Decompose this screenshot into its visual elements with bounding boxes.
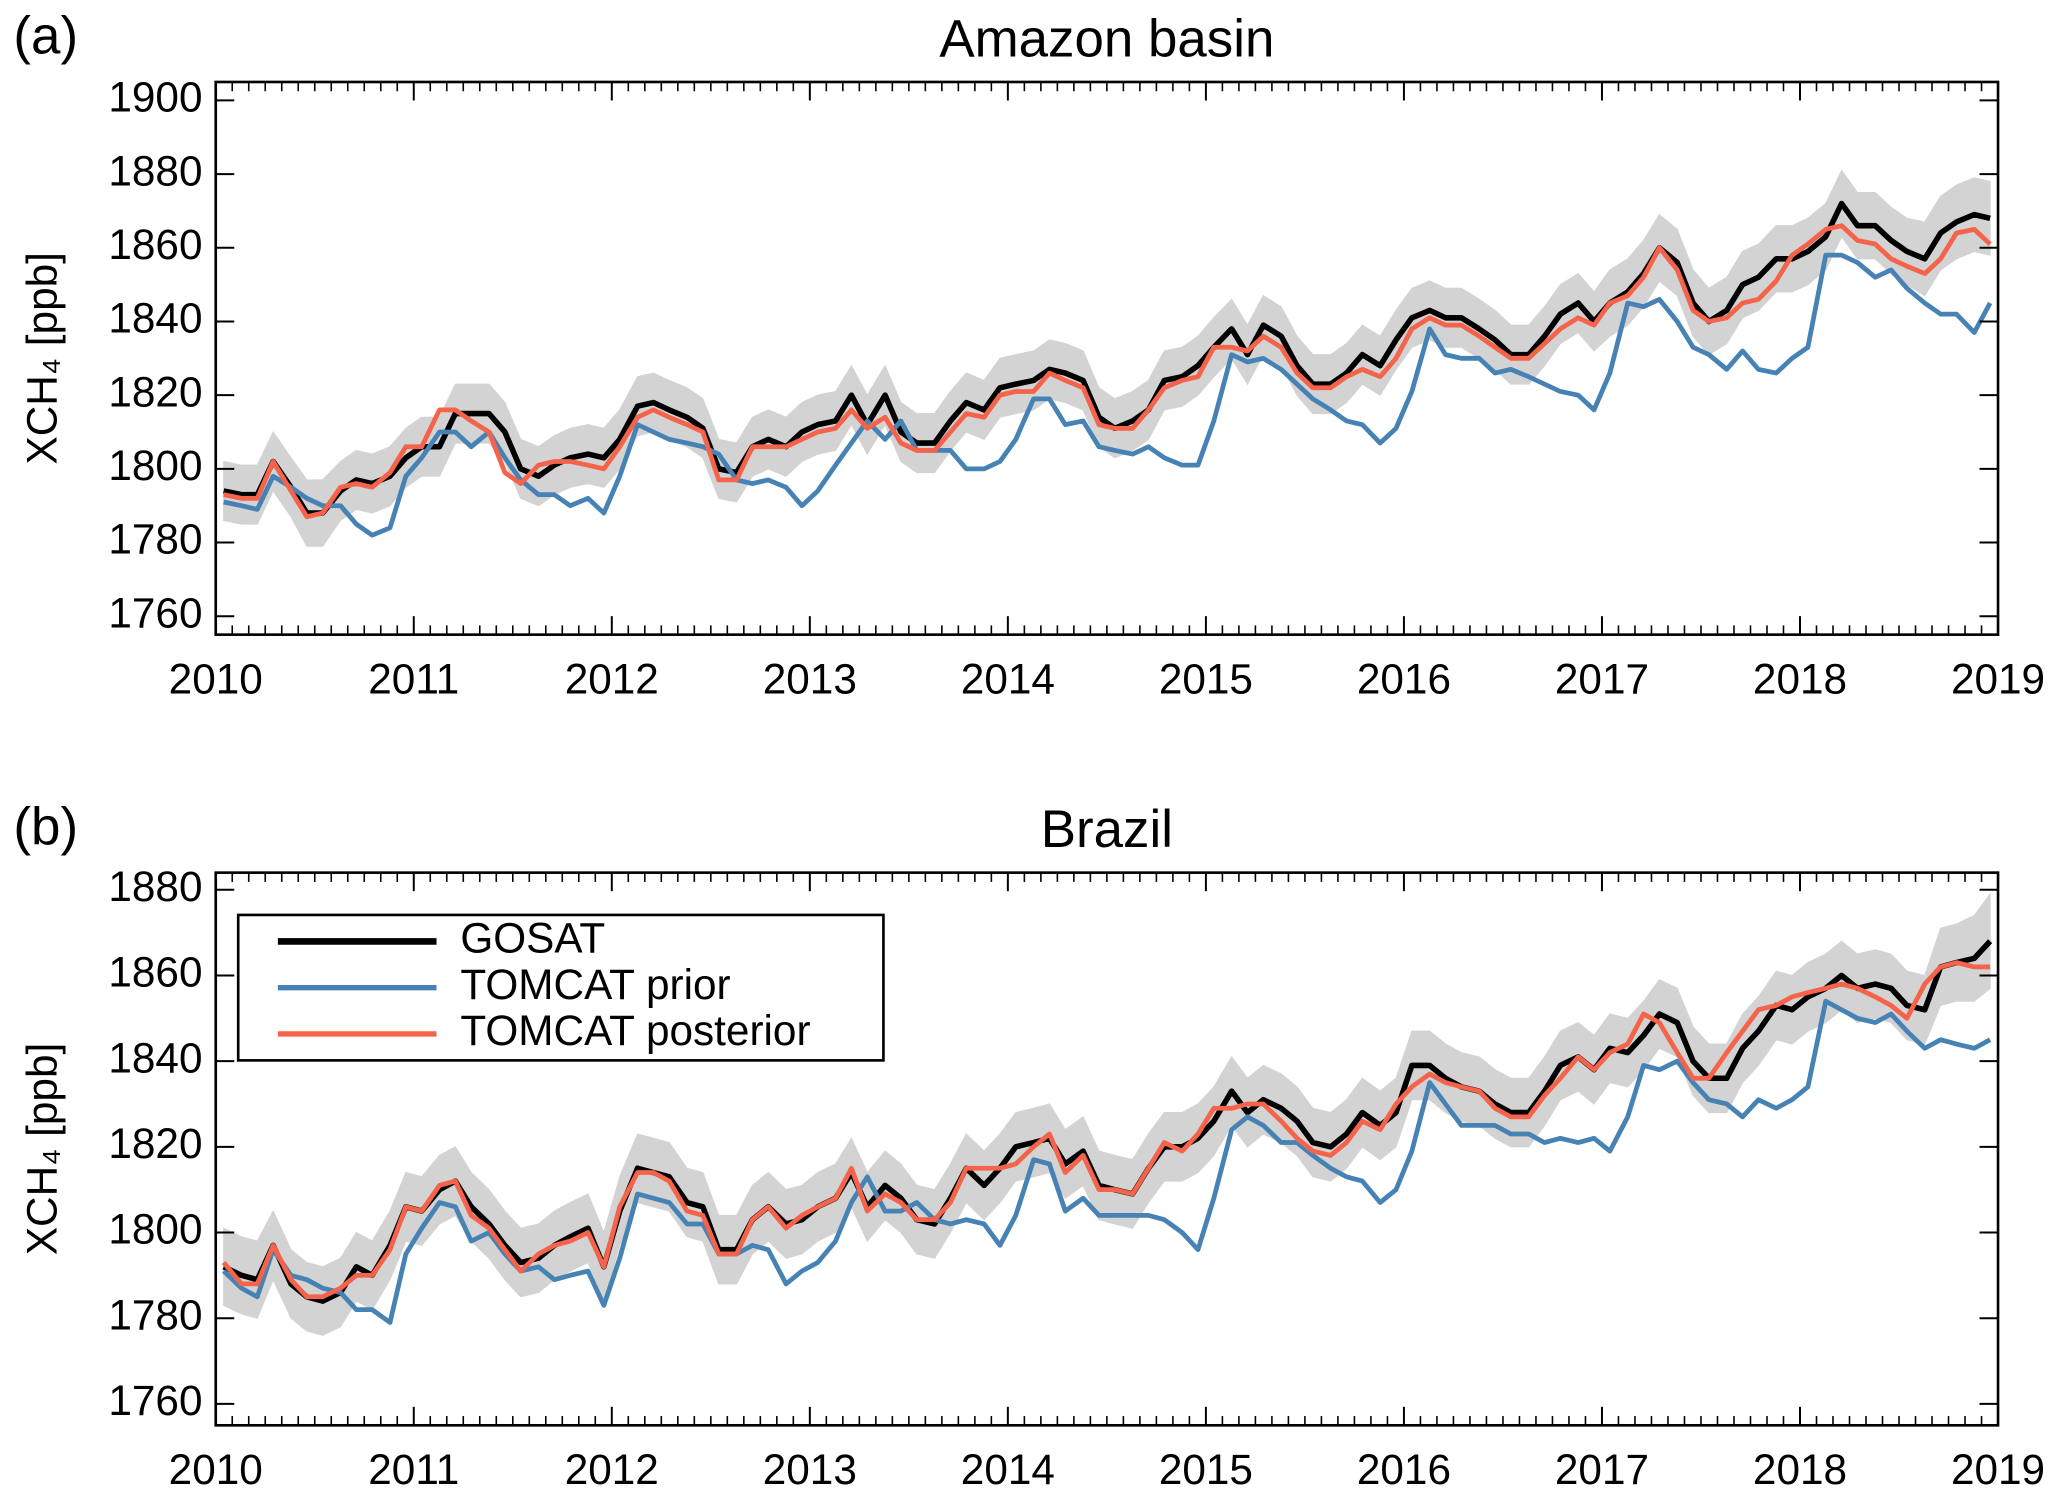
y-tick-label: 1840	[108, 295, 202, 342]
y-tick-label: 1760	[108, 589, 202, 636]
y-tick-label: 1780	[108, 516, 202, 563]
x-tick-label: 2012	[565, 655, 659, 702]
x-tick-label: 2010	[169, 655, 263, 702]
y-tick-label: 1820	[108, 368, 202, 415]
chart-title: Brazil	[1041, 800, 1173, 859]
x-tick-label: 2017	[1555, 655, 1649, 702]
series-line	[223, 223, 1992, 520]
x-tick-label: 2013	[763, 1446, 857, 1493]
x-tick-label: 2011	[368, 655, 459, 702]
y-tick-label: 1880	[108, 147, 202, 194]
plot-area	[221, 892, 1993, 1336]
y-tick-label: 1760	[108, 1377, 202, 1424]
y-tick-label: 1800	[108, 1206, 202, 1253]
x-tick-label: 2014	[961, 655, 1055, 702]
x-tick-label: 2015	[1159, 655, 1253, 702]
x-tick-label: 2014	[961, 1446, 1055, 1493]
y-tick-label: 1860	[108, 221, 202, 268]
series-line	[223, 200, 1991, 516]
legend-label: TOMCAT prior	[460, 961, 730, 1008]
x-tick-label: 2015	[1159, 1446, 1253, 1493]
x-tick-label: 2011	[368, 1446, 459, 1493]
y-tick-label: 1800	[108, 442, 202, 489]
x-tick-label: 2013	[763, 655, 857, 702]
y-axis-label: XCH₄ [ppb]	[18, 252, 65, 464]
x-tick-label: 2019	[1951, 655, 2045, 702]
panel: (a) Amazon basin XCH₄ [ppb] 1760 1780 1800 182…	[13, 7, 2045, 703]
y-tick-label: 1880	[108, 863, 202, 910]
panel: (b) Brazil XCH₄ [ppb] 1760 1780 1800 1820 1840 1…	[13, 797, 2045, 1493]
x-tick-label: 2016	[1357, 1446, 1451, 1493]
legend-label: TOMCAT posterior	[460, 1007, 810, 1054]
x-tick-label: 2018	[1753, 655, 1847, 702]
plot-frame	[214, 80, 2000, 636]
panel-label: (a)	[13, 7, 78, 66]
x-tick-label: 2010	[169, 1446, 263, 1493]
x-tick-label: 2019	[1951, 1446, 2045, 1493]
y-axis-label: XCH₄ [ppb]	[18, 1043, 65, 1255]
series-line	[223, 252, 1993, 538]
y-tick-label: 1780	[108, 1291, 202, 1338]
x-tick-label: 2012	[565, 1446, 659, 1493]
y-tick-label: 1860	[108, 949, 202, 996]
series-line	[221, 960, 1991, 1300]
y-tick-label: 1840	[108, 1034, 202, 1081]
x-tick-label: 2017	[1555, 1446, 1649, 1493]
y-tick-label: 1820	[108, 1120, 202, 1167]
chart-title: Amazon basin	[939, 9, 1274, 68]
y-tick-label: 1900	[108, 74, 202, 121]
plot-area	[223, 169, 1993, 547]
x-tick-label: 2016	[1357, 655, 1451, 702]
legend-label: GOSAT	[460, 915, 605, 962]
x-tick-label: 2018	[1753, 1446, 1847, 1493]
panel-label: (b)	[13, 797, 78, 856]
plot-frame	[214, 871, 2000, 1427]
